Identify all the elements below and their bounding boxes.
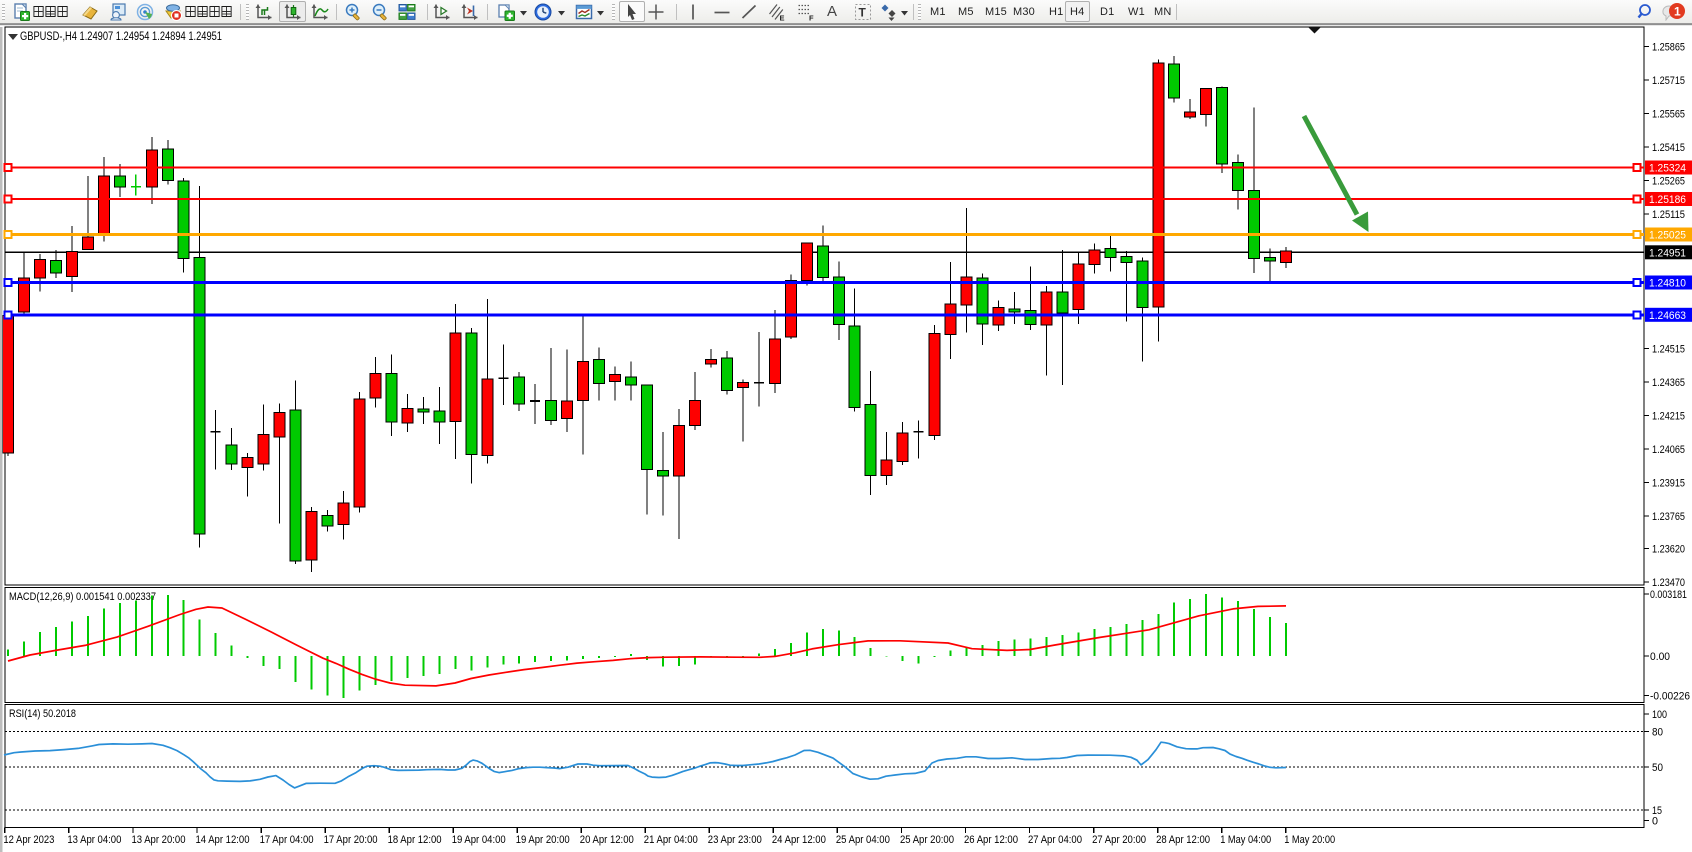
svg-text:14 Apr 12:00: 14 Apr 12:00 <box>196 834 250 846</box>
svg-text:1.25186: 1.25186 <box>1649 194 1686 206</box>
svg-text:-0.00226: -0.00226 <box>1650 691 1690 703</box>
svg-text:24 Apr 12:00: 24 Apr 12:00 <box>772 834 826 846</box>
svg-text:19 Apr 04:00: 19 Apr 04:00 <box>452 834 506 846</box>
svg-text:1.24065: 1.24065 <box>1652 444 1685 456</box>
svg-text:27 Apr 04:00: 27 Apr 04:00 <box>1028 834 1082 846</box>
svg-text:F: F <box>809 14 814 22</box>
svg-text:GBPUSD-,H4 1.24907 1.24954 1.: GBPUSD-,H4 1.24907 1.24954 1.24894 1.249… <box>20 31 222 43</box>
svg-text:13 Apr 04:00: 13 Apr 04:00 <box>67 834 121 846</box>
svg-text:1.25324: 1.25324 <box>1649 163 1686 175</box>
svg-text:1.23915: 1.23915 <box>1652 477 1685 489</box>
svg-text:1.24810: 1.24810 <box>1649 278 1686 290</box>
svg-text:21 Apr 04:00: 21 Apr 04:00 <box>644 834 698 846</box>
svg-text:E: E <box>780 14 785 22</box>
svg-text:15: 15 <box>1652 805 1662 817</box>
svg-text:17 Apr 20:00: 17 Apr 20:00 <box>324 834 378 846</box>
svg-text:28 Apr 12:00: 28 Apr 12:00 <box>1156 834 1210 846</box>
svg-text:26 Apr 12:00: 26 Apr 12:00 <box>964 834 1018 846</box>
svg-text:25 Apr 04:00: 25 Apr 04:00 <box>836 834 890 846</box>
svg-text:1.24365: 1.24365 <box>1652 377 1685 389</box>
svg-text:17 Apr 04:00: 17 Apr 04:00 <box>260 834 314 846</box>
svg-text:1.24515: 1.24515 <box>1652 343 1685 355</box>
svg-text:0.00: 0.00 <box>1650 651 1670 663</box>
svg-text:100: 100 <box>1652 709 1667 721</box>
svg-text:1.25025: 1.25025 <box>1649 230 1686 242</box>
svg-text:27 Apr 20:00: 27 Apr 20:00 <box>1092 834 1146 846</box>
svg-text:1.25265: 1.25265 <box>1652 176 1685 188</box>
svg-text:1.25865: 1.25865 <box>1652 42 1685 54</box>
svg-text:25 Apr 20:00: 25 Apr 20:00 <box>900 834 954 846</box>
svg-text:0: 0 <box>1652 815 1658 827</box>
svg-text:80: 80 <box>1652 726 1663 738</box>
svg-text:0.003181: 0.003181 <box>1650 589 1687 601</box>
svg-text:12 Apr 2023: 12 Apr 2023 <box>3 834 54 846</box>
svg-text:1.25715: 1.25715 <box>1652 75 1685 87</box>
svg-text:1.23470: 1.23470 <box>1652 577 1685 589</box>
svg-text:RSI(14) 50.2018: RSI(14) 50.2018 <box>9 708 76 720</box>
svg-text:1 May 20:00: 1 May 20:00 <box>1284 834 1335 846</box>
svg-text:1 May 04:00: 1 May 04:00 <box>1220 834 1271 846</box>
svg-text:1.24951: 1.24951 <box>1649 247 1686 259</box>
svg-text:MACD(12,26,9) 0.001541 0.00233: MACD(12,26,9) 0.001541 0.002337 <box>9 591 156 603</box>
svg-text:1.25415: 1.25415 <box>1652 142 1685 154</box>
svg-text:1.23620: 1.23620 <box>1652 543 1685 555</box>
svg-text:19 Apr 20:00: 19 Apr 20:00 <box>516 834 570 846</box>
svg-text:23 Apr 23:00: 23 Apr 23:00 <box>708 834 762 846</box>
svg-text:50: 50 <box>1652 762 1663 774</box>
svg-text:1.24663: 1.24663 <box>1649 310 1686 322</box>
svg-text:1: 1 <box>1674 5 1681 19</box>
svg-text:20 Apr 12:00: 20 Apr 12:00 <box>580 834 634 846</box>
svg-text:13 Apr 20:00: 13 Apr 20:00 <box>132 834 186 846</box>
svg-text:T: T <box>859 6 867 20</box>
svg-text:1.24215: 1.24215 <box>1652 410 1685 422</box>
svg-text:1.25565: 1.25565 <box>1652 109 1685 121</box>
svg-text:18 Apr 12:00: 18 Apr 12:00 <box>388 834 442 846</box>
svg-text:1.25115: 1.25115 <box>1652 209 1685 221</box>
svg-text:1.23765: 1.23765 <box>1652 511 1685 523</box>
